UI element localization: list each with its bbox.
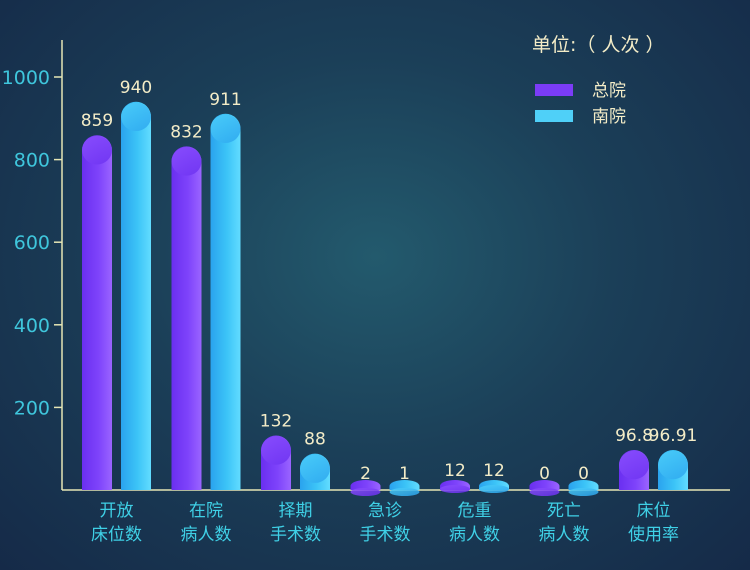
bar-cap	[210, 114, 241, 144]
bar-zongyuan[interactable]: 96.8	[615, 426, 653, 490]
bar-cap	[300, 454, 330, 483]
x-category-label: 病人数	[181, 525, 232, 545]
x-category-label: 急诊	[368, 501, 402, 521]
bar-body	[529, 480, 560, 490]
y-axis-ticks: 200 400 600 800 1000	[2, 67, 62, 419]
bar-nanyuan[interactable]: 940	[120, 78, 152, 491]
bar-cap	[82, 135, 112, 165]
bar-body	[121, 101, 151, 491]
bar-body	[82, 135, 113, 490]
bar-value-label: 132	[260, 411, 292, 431]
bar-value-label: 0	[539, 464, 550, 484]
bar-nanyuan[interactable]: 911	[209, 90, 242, 490]
unit-label: 单位:（ 人次 ）	[532, 34, 664, 56]
bar-cap	[389, 488, 420, 496]
bar-value-label: 832	[170, 122, 202, 142]
bar-value-label: 96.91	[649, 426, 698, 446]
y-tick-label: 400	[14, 315, 50, 337]
bar-cap	[479, 485, 509, 494]
x-category-label: 开放	[100, 501, 134, 521]
legend-swatch-zongyuan	[535, 84, 573, 96]
bar-cap	[529, 488, 560, 496]
y-tick-label: 1000	[2, 67, 50, 89]
bar-zongyuan[interactable]: 2	[350, 464, 381, 496]
bar-zongyuan[interactable]: 832	[170, 122, 203, 490]
bar-series: 859 940 832 911 132 88 2 1 12 12 0 0 96.896.91	[81, 78, 698, 496]
bar-body	[350, 480, 381, 490]
legend[interactable]: 总院 南院	[535, 81, 626, 127]
bar-nanyuan[interactable]: 1	[389, 464, 420, 496]
bar-nanyuan[interactable]: 88	[300, 430, 330, 490]
x-category-label: 手术数	[270, 525, 321, 545]
bar-cap	[658, 450, 688, 480]
bar-zongyuan[interactable]: 859	[81, 111, 113, 490]
bar-cap	[440, 485, 470, 494]
bar-body	[171, 146, 202, 490]
bar-value-label: 96.8	[615, 426, 653, 446]
x-category-label: 病人数	[539, 525, 590, 545]
x-category-label: 手术数	[360, 525, 411, 545]
bar-value-label: 0	[578, 464, 589, 484]
y-tick-label: 600	[14, 232, 50, 254]
bar-value-label: 12	[444, 461, 466, 481]
bar-nanyuan[interactable]: 12	[479, 461, 509, 494]
bar-zongyuan[interactable]: 12	[440, 461, 470, 494]
x-category-label: 使用率	[628, 524, 679, 545]
x-category-label: 危重	[458, 501, 492, 521]
bar-nanyuan[interactable]: 96.91	[649, 426, 698, 490]
x-category-label: 择期	[279, 501, 313, 521]
bar-value-label: 1	[399, 464, 410, 484]
legend-label-zongyuan: 总院	[592, 81, 626, 101]
x-category-label: 死亡	[547, 501, 581, 521]
bar-value-label: 12	[483, 461, 505, 481]
bar-body	[210, 113, 241, 490]
x-category-label: 在院	[189, 501, 223, 521]
bar-cap	[568, 488, 599, 496]
bar-value-label: 859	[81, 111, 113, 131]
bar-cap	[619, 450, 649, 480]
y-tick-label: 200	[14, 397, 50, 419]
bar-cap	[121, 102, 151, 132]
x-category-label: 床位	[637, 501, 671, 521]
bar-nanyuan[interactable]: 0	[568, 464, 599, 496]
bar-value-label: 940	[120, 78, 152, 98]
bar-cap	[171, 147, 202, 176]
bar-body	[389, 480, 420, 490]
bar-cap	[350, 488, 381, 496]
bar-body	[568, 480, 599, 490]
x-category-label: 病人数	[449, 525, 500, 545]
bar-zongyuan[interactable]: 0	[529, 464, 560, 496]
bar-value-label: 88	[304, 430, 326, 450]
x-category-label: 床位数	[91, 525, 142, 545]
y-tick-label: 800	[14, 150, 50, 172]
legend-swatch-nanyuan	[535, 110, 573, 122]
bar-value-label: 2	[360, 464, 371, 484]
bar-value-label: 911	[209, 90, 241, 110]
bar-zongyuan[interactable]: 132	[260, 411, 292, 490]
legend-label-nanyuan: 南院	[592, 107, 626, 127]
bar-cap	[261, 436, 291, 465]
